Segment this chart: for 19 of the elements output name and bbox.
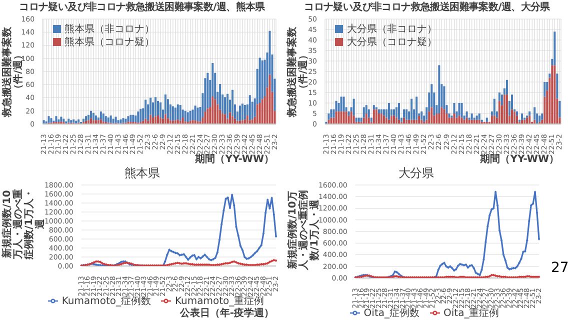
- legend-label: Kumamoto_重症例: [175, 296, 264, 307]
- chart-title: 大分県: [397, 166, 435, 181]
- legend-label: 熊本県（非コロナ）: [64, 24, 155, 35]
- legend-label: Kumamoto_症例数: [62, 296, 151, 307]
- legend-label: 大分県（非コロナ）: [347, 24, 437, 35]
- legend-label: 大分県（コロナ疑）: [347, 37, 437, 48]
- y-axis-title: 新規症例数/10万人・週のべ重症例数/1万人・週: [287, 188, 320, 272]
- chart-title: 熊本県: [123, 166, 161, 181]
- chart-title: コロナ疑い及び非コロナ救急搬送困難事案数/週、大分県: [303, 0, 551, 15]
- y-axis-title: 救急搬送困難事案数（件/週）: [287, 26, 309, 120]
- legend-label: Oita_症例数: [364, 308, 420, 319]
- legend-label: Oita_重症例: [444, 308, 500, 319]
- text: 27: [551, 260, 569, 276]
- legend-label: 熊本県（コロナ疑）: [64, 37, 155, 48]
- x-axis-title: 期間（YY-WW）: [195, 154, 275, 166]
- x-axis-title: 公表日（年-疫学週）: [178, 308, 275, 320]
- chart-title: コロナ疑い及び非コロナ救急搬送困難事案数/週、熊本県: [18, 0, 266, 15]
- x-axis-title: 期間（YY-WW）: [479, 154, 560, 166]
- y-axis-title: 新規症例数/10万人・週のべ重症例数/1万人・週: [2, 188, 46, 261]
